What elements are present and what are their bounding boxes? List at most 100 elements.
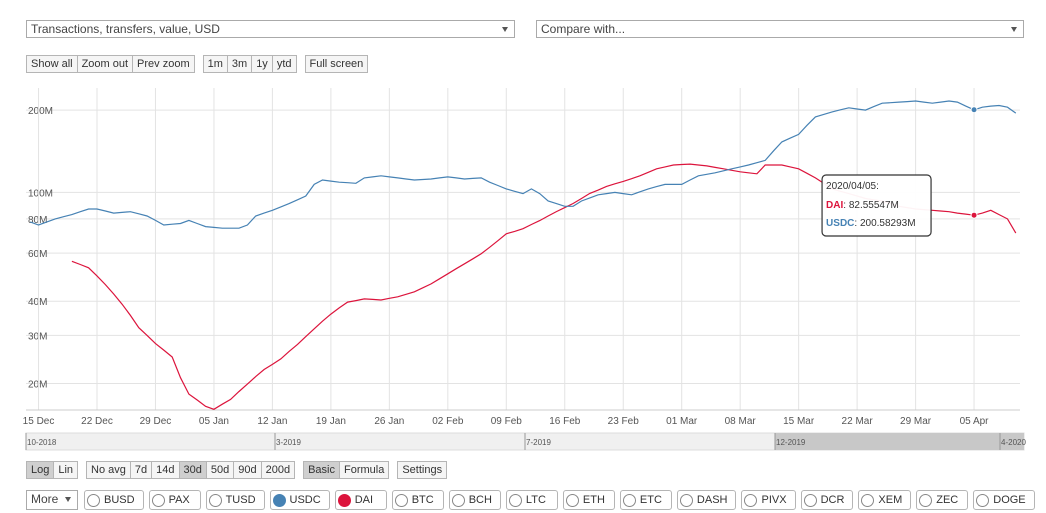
y-tick-label: 60M: [28, 249, 47, 260]
coin-dot: [919, 493, 933, 507]
coin-name: XEM: [878, 494, 903, 506]
coin-toggle[interactable]: BUSD: [84, 490, 144, 510]
button-group: Settings: [397, 461, 448, 479]
coin-toggle[interactable]: PIVX: [741, 490, 796, 510]
button-group: Basic Formula: [303, 461, 390, 479]
coin-list: BUSD PAX TUSD USDC DAI BTC BCH LTC ETH ETC DASH PIV…: [84, 490, 1035, 510]
coin-name: DAI: [354, 494, 374, 506]
coin-dot: [976, 493, 990, 507]
coin-name: BTC: [411, 494, 434, 506]
x-tick-label: 29 Dec: [140, 416, 172, 427]
x-tick-label: 05 Jan: [199, 416, 229, 427]
x-tick-label: 26 Jan: [374, 416, 404, 427]
tooltip-value: : 200.58293M: [854, 218, 915, 229]
coin-name: USDC: [289, 494, 321, 506]
options-bar: Log Lin No avg 7d 14d 30d 50d 90d 200d Basic Formu…: [26, 461, 448, 479]
button-group: Log Lin: [26, 461, 79, 479]
x-tick-label: 19 Jan: [316, 416, 346, 427]
button[interactable]: Full screen: [309, 58, 364, 70]
x-tick-label: 23 Feb: [608, 416, 640, 427]
button[interactable]: Basic: [304, 462, 340, 478]
x-tick-label: 15 Dec: [23, 416, 55, 427]
navigator-label: 4-2020: [1001, 438, 1026, 447]
coin-toggle[interactable]: BCH: [448, 490, 501, 510]
coin-toggle[interactable]: USDC: [269, 490, 330, 510]
navigator-selection: [775, 433, 1024, 450]
coin-name: ETH: [582, 494, 605, 506]
select-text: Compare with...: [541, 22, 626, 36]
coin-toggle[interactable]: DOGE: [973, 490, 1035, 510]
x-tick-label: 02 Feb: [432, 416, 464, 427]
coin-toggle[interactable]: DASH: [676, 490, 737, 510]
button[interactable]: 3m: [228, 56, 253, 72]
x-tick-label: 09 Feb: [491, 416, 523, 427]
button[interactable]: 1y: [252, 56, 273, 72]
button[interactable]: Zoom out: [78, 56, 134, 72]
button-group: Full screen: [304, 55, 369, 73]
navigator-label: 3-2019: [276, 438, 301, 447]
coin-dot: [272, 493, 286, 507]
coin-toggle[interactable]: DAI: [334, 490, 387, 510]
x-tick-label: 01 Mar: [666, 416, 698, 427]
y-tick-label: 20M: [28, 380, 47, 391]
button[interactable]: No avg: [87, 462, 131, 478]
coin-dot: [622, 493, 636, 507]
coin-dot: [337, 493, 351, 507]
button[interactable]: 50d: [207, 462, 235, 478]
coin-name: TUSD: [225, 494, 256, 506]
button-group: Show all Zoom out Prev zoom: [26, 55, 195, 73]
button[interactable]: 30d: [179, 462, 207, 478]
coin-toggle[interactable]: BTC: [391, 490, 444, 510]
button[interactable]: Settings: [402, 464, 443, 476]
tooltip-row: DAI: 82.55547M: [826, 200, 899, 211]
button[interactable]: Lin: [58, 464, 74, 476]
y-tick-label: 100M: [28, 188, 53, 199]
series-line: [29, 100, 1017, 229]
button[interactable]: Formula: [343, 464, 385, 476]
button[interactable]: Show all: [27, 56, 78, 72]
button[interactable]: 90d: [234, 462, 262, 478]
coin-name: PIVX: [761, 494, 787, 506]
coin-name: DASH: [696, 494, 728, 506]
coin-name: BUSD: [104, 494, 135, 506]
coin-toggle[interactable]: ETH: [562, 490, 615, 510]
select-text: More: [31, 492, 59, 506]
tooltip-row: USDC: 200.58293M: [826, 218, 916, 229]
coin-dot: [451, 493, 465, 507]
coin-toggle[interactable]: PAX: [148, 490, 201, 510]
button[interactable]: 200d: [265, 464, 291, 476]
button-group: No avg 7d 14d 30d 50d 90d 200d: [86, 461, 296, 479]
coin-toggle[interactable]: ZEC: [916, 490, 969, 510]
coin-dot: [744, 493, 758, 507]
button[interactable]: 14d: [152, 462, 180, 478]
button[interactable]: Prev zoom: [137, 58, 190, 70]
button[interactable]: ytd: [276, 58, 292, 70]
coin-toggle[interactable]: ETC: [619, 490, 672, 510]
more-select[interactable]: More: [26, 490, 78, 510]
coin-toggle[interactable]: LTC: [505, 490, 558, 510]
coin-dot: [803, 493, 817, 507]
y-tick-label: 200M: [28, 106, 53, 117]
coin-name: DOGE: [993, 494, 1026, 506]
coin-name: DCR: [820, 494, 845, 506]
compare-select[interactable]: Compare with...: [536, 20, 1024, 38]
coin-name: LTC: [525, 494, 546, 506]
coin-toggle[interactable]: TUSD: [205, 490, 265, 510]
x-tick-label: 22 Dec: [81, 416, 113, 427]
metric-select[interactable]: Transactions, transfers, value, USD: [26, 20, 515, 38]
button[interactable]: 7d: [131, 462, 153, 478]
coin-toggle[interactable]: DCR: [800, 490, 854, 510]
tooltip-date: 2020/04/05:: [826, 181, 879, 192]
chart: 20M 30M 40M 60M 80M 100M 200M 15 Dec 22 Dec 29 De…: [23, 88, 1026, 451]
coin-name: PAX: [168, 494, 190, 506]
button[interactable]: 1m: [204, 56, 228, 72]
navigator-label: 12-2019: [776, 438, 806, 447]
coin-dot: [861, 493, 875, 507]
coin-dot: [151, 493, 165, 507]
coin-name: ETC: [639, 494, 662, 506]
coin-dot: [394, 493, 408, 507]
button[interactable]: Log: [27, 462, 55, 478]
coin-toggle[interactable]: XEM: [858, 490, 912, 510]
tooltip-box: [821, 174, 932, 237]
